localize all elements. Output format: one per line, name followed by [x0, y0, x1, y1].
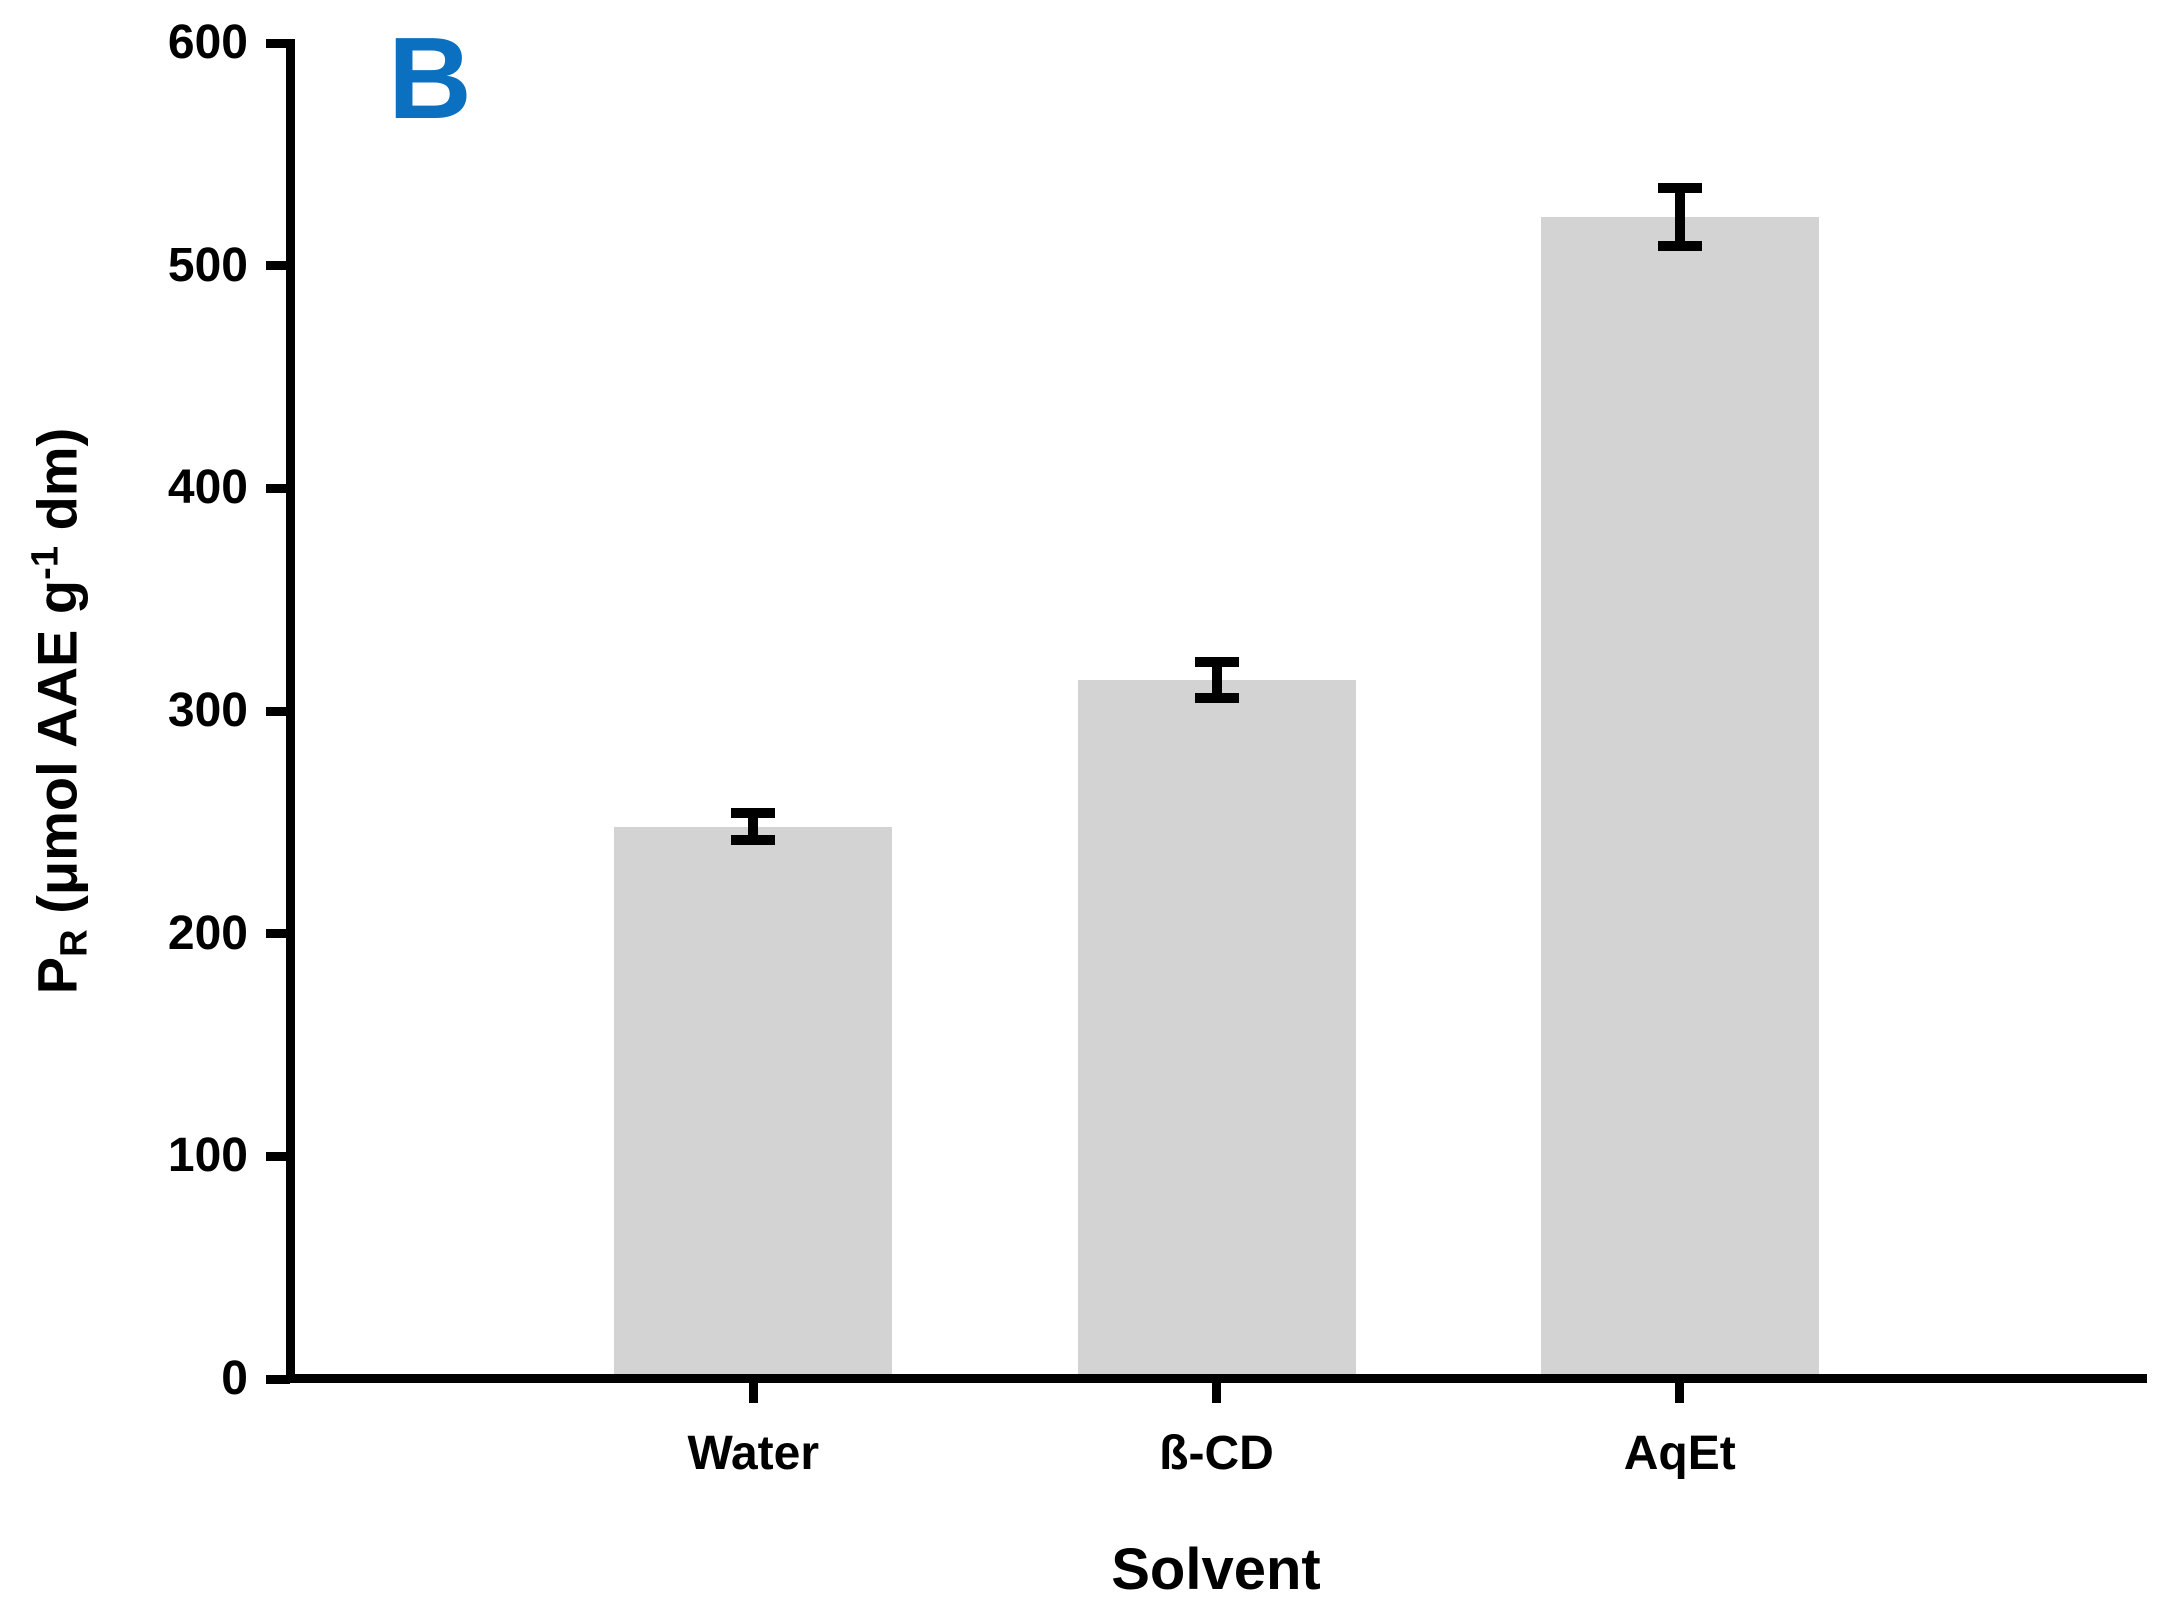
- x-tick-mark: [1212, 1383, 1221, 1403]
- x-category-label: Water: [687, 1427, 820, 1480]
- y-tick-mark: [266, 261, 290, 271]
- x-category-label: ß-CD: [1159, 1427, 1274, 1480]
- y-tick-label: 0: [221, 1352, 248, 1405]
- error-bar-cap: [1194, 692, 1239, 703]
- y-tick-mark: [266, 706, 290, 716]
- y-tick-label: 100: [167, 1129, 248, 1183]
- y-tick-label: 300: [167, 684, 248, 737]
- x-tick-mark: [748, 1383, 758, 1403]
- error-bar-line: [1674, 187, 1685, 246]
- y-tick-label: 400: [167, 461, 248, 515]
- error-bar-line: [1211, 662, 1222, 698]
- bar-water: [614, 826, 893, 1379]
- x-axis-title: Solvent: [1111, 1537, 1321, 1602]
- error-bar-cap: [1657, 182, 1702, 193]
- y-tick-label: 500: [167, 238, 248, 292]
- y-tick-label: 600: [167, 16, 248, 69]
- x-category-label: AqEt: [1623, 1427, 1736, 1480]
- y-axis-title-units-open: (μmol AAE g: [25, 579, 89, 930]
- error-bar-cap: [731, 835, 776, 846]
- panel-letter-label: B: [388, 13, 472, 143]
- error-bar-line: [748, 813, 759, 841]
- error-bar-cap: [731, 808, 776, 819]
- bar--cd: [1077, 679, 1356, 1379]
- y-tick-label: 200: [167, 906, 248, 960]
- x-tick-mark: [1675, 1383, 1685, 1403]
- y-axis-line: [286, 39, 295, 1383]
- error-bar-cap: [1657, 240, 1702, 251]
- y-axis-title-superscript: -1: [24, 545, 67, 580]
- y-tick-mark: [266, 483, 290, 493]
- error-bar-cap: [1194, 657, 1239, 667]
- y-tick-mark: [266, 1374, 290, 1384]
- y-tick-mark: [266, 1151, 290, 1161]
- bar-aqet: [1540, 216, 1819, 1379]
- y-tick-mark: [266, 929, 290, 939]
- y-tick-mark: [266, 38, 290, 48]
- x-axis-line: [286, 1374, 2147, 1383]
